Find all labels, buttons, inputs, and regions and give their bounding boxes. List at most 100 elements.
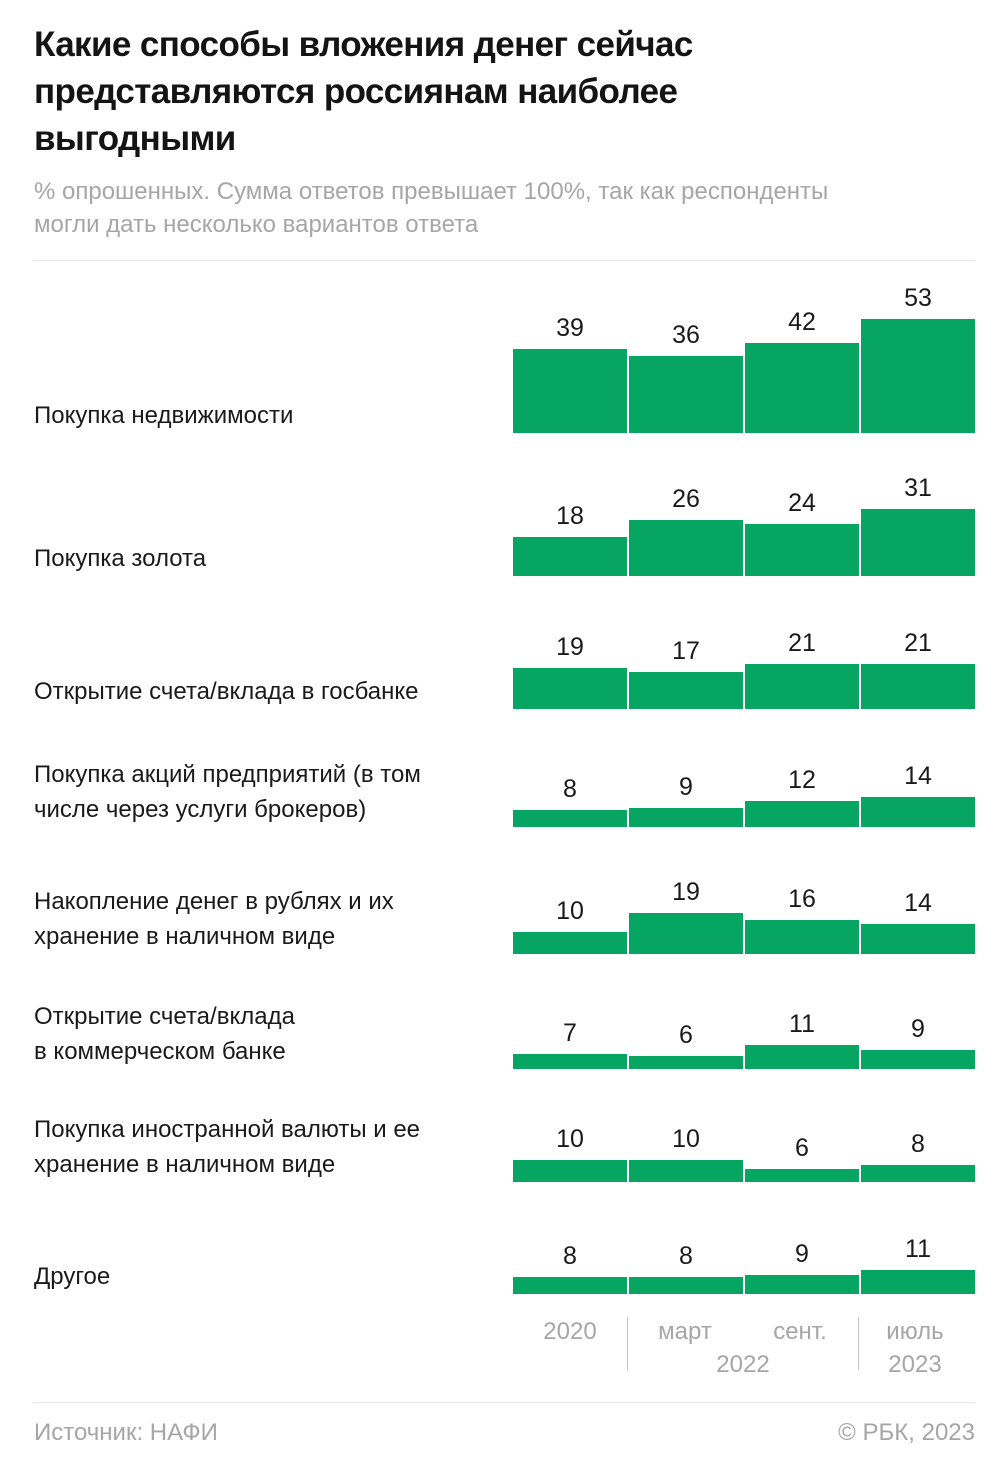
- bar: [513, 668, 627, 709]
- bar-column: 39: [513, 313, 627, 433]
- bar-column: 14: [861, 761, 975, 827]
- bar-column: 7: [513, 1018, 627, 1069]
- bar-column: 9: [629, 772, 743, 827]
- bar-column: 36: [629, 320, 743, 433]
- bar-value-label: 24: [788, 489, 816, 517]
- bar-value-label: 18: [556, 502, 584, 530]
- bar-column: 10: [513, 896, 627, 954]
- bar-column: 53: [861, 283, 975, 433]
- chart-row: Покупка иностранной валюты и ее хранение…: [34, 1112, 975, 1182]
- bar: [861, 1050, 975, 1069]
- page-subtitle: % опрошенных. Сумма ответов превышает 10…: [34, 178, 829, 238]
- bar: [629, 913, 743, 954]
- row-label: Другое: [34, 1263, 111, 1290]
- bar: [513, 1277, 627, 1294]
- chart-row: Открытие счета/вклада в коммерческом бан…: [34, 999, 975, 1069]
- bar-value-label: 16: [788, 885, 816, 913]
- bar-value-label: 9: [795, 1240, 809, 1268]
- page-title: Какие способы вложения денег сейчас пред…: [34, 25, 693, 158]
- bar-value-label: 9: [911, 1015, 925, 1043]
- bar-value-label: 10: [556, 897, 584, 925]
- bar-column: 11: [745, 1009, 859, 1069]
- bar-value-label: 31: [904, 474, 932, 502]
- bar: [513, 1160, 627, 1182]
- bar-column: 42: [745, 307, 859, 433]
- bar: [861, 664, 975, 709]
- header: Какие способы вложения денег сейчас пред…: [0, 0, 1005, 241]
- bar-column: 31: [861, 473, 975, 576]
- bar-value-label: 14: [904, 762, 932, 790]
- chart-row: Открытие счета/вклада в госбанке 19 17 21 2…: [34, 628, 975, 709]
- bar-column: 14: [861, 888, 975, 954]
- bar: [629, 356, 743, 433]
- chart-row: Другое 8 8 9 11: [34, 1234, 975, 1294]
- bar-column: 8: [629, 1241, 743, 1294]
- bar: [861, 1165, 975, 1182]
- bar-column: 16: [745, 884, 859, 954]
- bar-value-label: 8: [563, 1242, 577, 1270]
- bar-column: 21: [745, 628, 859, 709]
- bar-value-label: 8: [679, 1242, 693, 1270]
- bar-value-label: 14: [904, 889, 932, 917]
- bar-column: 12: [745, 765, 859, 827]
- axis-tick-sent: сент.: [773, 1318, 827, 1345]
- copyright-label: © РБК, 2023: [838, 1419, 975, 1446]
- bar: [629, 1056, 743, 1069]
- bar: [513, 1054, 627, 1069]
- chart-row: Накопление денег в рублях и их хранение …: [34, 877, 975, 954]
- bar-value-label: 6: [795, 1134, 809, 1162]
- bar-value-label: 42: [788, 308, 816, 336]
- footer: Источник: НАФИ © РБК, 2023: [34, 1418, 975, 1448]
- bar-value-label: 21: [904, 629, 932, 657]
- source-label: Источник: НАФИ: [34, 1419, 218, 1446]
- bar: [745, 1045, 859, 1069]
- row-label: Открытие счета/вклада в госбанке: [34, 678, 419, 705]
- bar-value-label: 8: [563, 775, 577, 803]
- bar: [513, 349, 627, 433]
- bar-column: 17: [629, 636, 743, 709]
- bar-column: 19: [629, 877, 743, 954]
- bar: [629, 520, 743, 576]
- bar-value-label: 17: [672, 637, 700, 665]
- bar: [861, 797, 975, 827]
- bar-value-label: 9: [679, 773, 693, 801]
- row-label: Покупка акций предприятий (в том числе ч…: [34, 761, 421, 823]
- row-label: Покупка иностранной валюты и ее хранение…: [34, 1116, 421, 1178]
- bar-group: 8 8 9 11: [513, 1234, 975, 1294]
- axis-separator: [858, 1317, 859, 1370]
- row-label: Накопление денег в рублях и их хранение …: [34, 888, 394, 950]
- bar: [861, 924, 975, 954]
- bar-group: 39 36 42 53: [513, 283, 975, 433]
- bar-column: 8: [513, 1241, 627, 1294]
- bar-chart: Покупка недвижимости 39 36 42 53 Покупка зо…: [0, 261, 1005, 1378]
- bar-column: 21: [861, 628, 975, 709]
- bar-column: 8: [513, 774, 627, 827]
- row-label: Открытие счета/вклада в коммерческом бан…: [34, 1003, 295, 1065]
- axis-separator: [627, 1317, 628, 1370]
- bar: [513, 810, 627, 827]
- bar-group: 18 26 24 31: [513, 473, 975, 576]
- bar: [629, 808, 743, 827]
- bar: [745, 664, 859, 709]
- axis-tick-mart: март: [658, 1318, 712, 1345]
- bar-column: 24: [745, 488, 859, 576]
- bar-group: 8 9 12 14: [513, 761, 975, 827]
- bar-value-label: 11: [789, 1010, 815, 1038]
- bar-value-label: 10: [556, 1125, 584, 1153]
- axis-year-2023: 2023: [888, 1351, 942, 1378]
- bar-value-label: 6: [679, 1021, 693, 1049]
- row-label: Покупка золота: [34, 545, 207, 572]
- axis-tick-2020: 2020: [543, 1318, 597, 1345]
- bar-group: 10 10 6 8: [513, 1124, 975, 1182]
- bar-value-label: 26: [672, 485, 700, 513]
- bar-group: 19 17 21 21: [513, 628, 975, 709]
- bar-column: 11: [861, 1234, 975, 1294]
- bar-value-label: 19: [672, 878, 700, 906]
- bar-group: 10 19 16 14: [513, 877, 975, 954]
- bar: [745, 801, 859, 827]
- row-label: Покупка недвижимости: [34, 402, 294, 429]
- axis-tick-iyul: июль: [886, 1318, 944, 1345]
- bar: [513, 537, 627, 576]
- bar: [745, 343, 859, 433]
- bar-group: 7 6 11 9: [513, 1009, 975, 1069]
